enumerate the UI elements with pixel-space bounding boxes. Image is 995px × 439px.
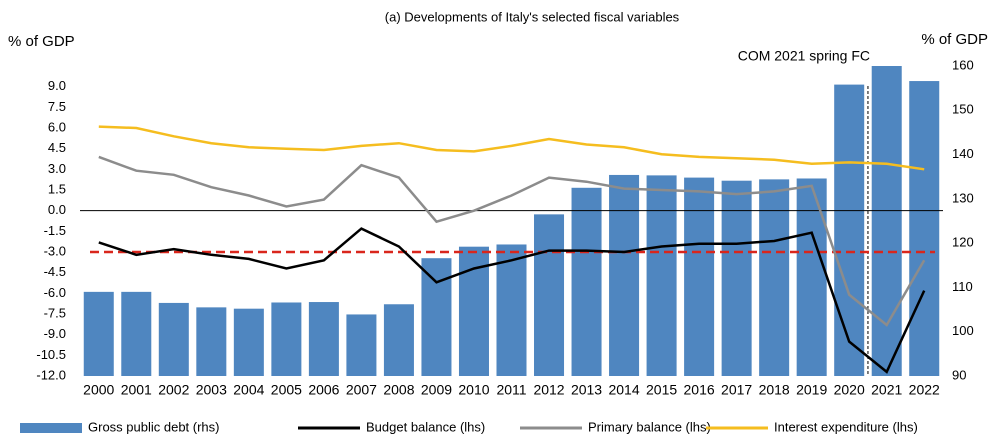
- legend-label: Primary balance (lhs): [588, 419, 711, 434]
- x-tick-label: 2018: [759, 382, 790, 398]
- bar: [609, 174, 640, 376]
- x-tick-label: 2016: [684, 382, 715, 398]
- bar: [121, 291, 152, 376]
- y2-tick-label: 100: [952, 323, 974, 338]
- bar: [759, 179, 790, 376]
- x-tick-label: 2012: [533, 382, 564, 398]
- y-tick-label: 3.0: [48, 161, 66, 176]
- chart-title: (a) Developments of Italy's selected fis…: [385, 9, 680, 24]
- bar: [383, 304, 414, 376]
- bar: [646, 175, 677, 376]
- bar: [271, 302, 302, 376]
- bar: [796, 178, 827, 376]
- y2-tick-label: 110: [952, 279, 973, 294]
- x-tick-label: 2008: [383, 382, 414, 398]
- x-tick-label: 2014: [608, 382, 639, 398]
- bar: [233, 308, 264, 376]
- y-tick-label: 9.0: [48, 78, 66, 93]
- x-tick-label: 2000: [83, 382, 114, 398]
- y2-tick-label: 160: [952, 57, 974, 72]
- bar: [421, 258, 452, 376]
- y2-tick-label: 130: [952, 190, 974, 205]
- y-tick-label: -3.0: [44, 243, 66, 258]
- y-tick-label: -12.0: [36, 367, 66, 382]
- bar: [83, 291, 114, 376]
- y2-tick-label: 150: [952, 102, 974, 117]
- x-tick-label: 2021: [871, 382, 902, 398]
- line-series: [98, 125, 925, 171]
- y-tick-label: 4.5: [48, 140, 66, 155]
- y-tick-label: -10.5: [36, 347, 66, 362]
- y-tick-label: -9.0: [44, 326, 66, 341]
- annotation: COM 2021 spring FC: [738, 48, 870, 64]
- x-tick-label: 2002: [158, 382, 189, 398]
- y2-tick-label: 120: [952, 235, 974, 250]
- y-tick-label: 6.0: [48, 119, 66, 134]
- bar: [534, 214, 565, 376]
- x-tick-label: 2006: [308, 382, 339, 398]
- bar: [721, 180, 752, 376]
- bar: [196, 307, 227, 376]
- bar: [871, 66, 902, 376]
- y2-axis-label: % of GDP: [921, 31, 988, 48]
- y-tick-label: -4.5: [44, 264, 66, 279]
- legend-label: Gross public debt (rhs): [88, 419, 220, 434]
- x-tick-label: 2004: [233, 382, 264, 398]
- bar: [571, 187, 602, 376]
- y-tick-label: -1.5: [44, 223, 66, 238]
- line-series: [98, 227, 926, 374]
- x-tick-label: 2007: [346, 382, 377, 398]
- y-tick-label: -7.5: [44, 305, 66, 320]
- bar: [308, 302, 339, 376]
- y-tick-label: -6.0: [44, 285, 66, 300]
- bar: [346, 314, 377, 376]
- y-tick-label: 0.0: [48, 202, 66, 217]
- y-tick-label: 7.5: [48, 99, 66, 114]
- line-series: [98, 155, 926, 327]
- x-tick-label: 2013: [571, 382, 602, 398]
- bar: [496, 244, 527, 376]
- x-tick-label: 2009: [421, 382, 452, 398]
- x-tick-label: 2020: [834, 382, 865, 398]
- bar: [834, 84, 865, 376]
- x-tick-label: 2017: [721, 382, 752, 398]
- bar: [684, 177, 715, 376]
- legend-label: Interest expenditure (lhs): [774, 419, 918, 434]
- x-tick-label: 2011: [496, 382, 526, 398]
- x-tick-label: 2003: [196, 382, 227, 398]
- legend-label: Budget balance (lhs): [366, 419, 485, 434]
- bar: [909, 81, 940, 377]
- bar: [158, 302, 189, 376]
- y-axis-label: % of GDP: [8, 33, 75, 50]
- x-tick-label: 2019: [796, 382, 827, 398]
- x-tick-label: 2022: [909, 382, 940, 398]
- y2-tick-label: 140: [952, 146, 974, 161]
- legend-swatch: [20, 423, 82, 433]
- y-tick-label: 1.5: [48, 181, 66, 196]
- x-tick-label: 2010: [458, 382, 489, 398]
- y2-tick-label: 90: [952, 367, 966, 382]
- x-tick-label: 2001: [121, 382, 152, 398]
- x-tick-label: 2015: [646, 382, 677, 398]
- x-tick-label: 2005: [271, 382, 302, 398]
